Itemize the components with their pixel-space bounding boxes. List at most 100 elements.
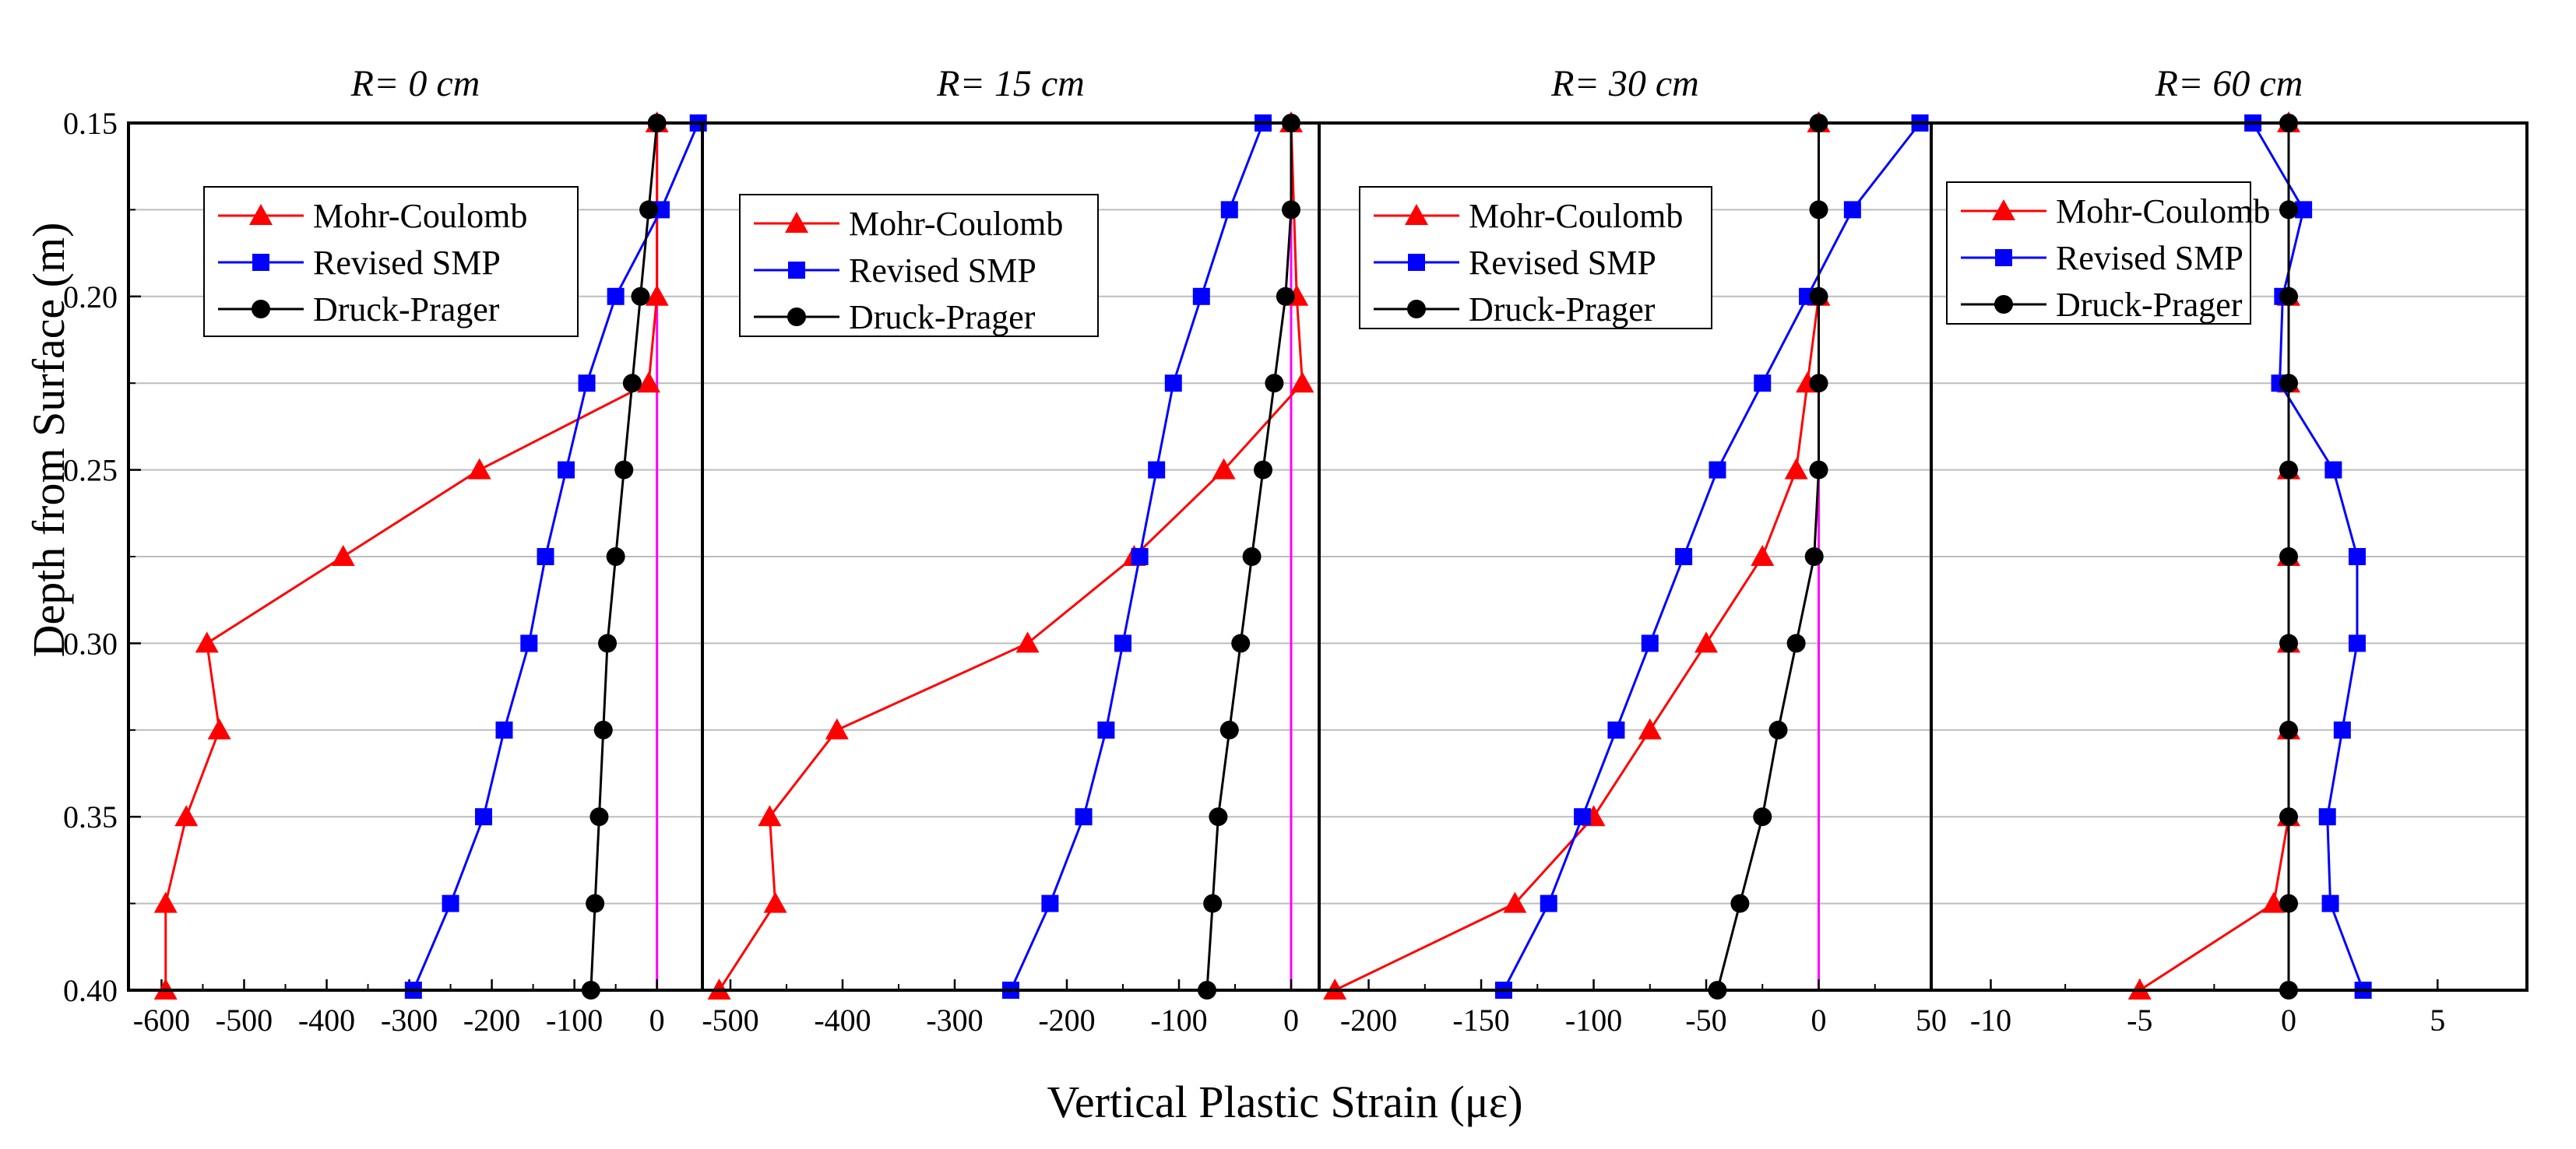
data-point-druck-prager (1203, 894, 1223, 913)
legend: Mohr-Coulomb Revised SMP Druck-Prager (203, 186, 579, 337)
legend-marker-druck-prager (1994, 295, 2013, 314)
data-point-revised smp (1675, 548, 1693, 565)
data-point-revised smp (1574, 808, 1592, 826)
legend-marker-druck-prager (1407, 300, 1426, 318)
x-tick-label: -200 (463, 1003, 520, 1038)
x-tick-label: -400 (814, 1003, 871, 1038)
legend-label: Revised SMP (849, 251, 1036, 290)
data-point-revised smp (1641, 634, 1659, 652)
data-point-druck-prager (2279, 200, 2298, 220)
legend-marker-mohr-coulomb (1992, 199, 2015, 220)
data-point-revised smp (1075, 808, 1093, 826)
panel-3: -10 -5 0 5 R= 60 cm Mohr-Coulomb Revised SMP Dr… (1930, 63, 2528, 1038)
panel-title: R= 0 cm (350, 63, 480, 104)
legend-label: Mohr-Coulomb (2056, 192, 2270, 230)
data-point-revised smp (558, 461, 575, 479)
legend-marker-revised smp (1995, 249, 2012, 266)
data-point-druck-prager (1231, 634, 1251, 653)
legend-marker-druck-prager (252, 300, 270, 318)
panel-1: -500 -400 -300 -200 -100 0 R= 15 cm Mohr-Coulom… (701, 63, 1321, 1038)
data-point-druck-prager (2279, 547, 2298, 566)
data-point-revised smp (2348, 548, 2366, 565)
data-point-revised smp (1843, 201, 1861, 219)
y-tick-label: 0.15 (63, 106, 118, 141)
y-tick-label: 0.30 (63, 626, 118, 661)
data-point-druck-prager (1209, 807, 1228, 827)
data-point-druck-prager (2279, 374, 2298, 393)
data-point-druck-prager (631, 286, 650, 306)
x-tick-label: 50 (1916, 1003, 1947, 1038)
data-point-druck-prager (1254, 460, 1272, 480)
y-tick-label: 0.20 (63, 279, 118, 314)
legend-label: Mohr-Coulomb (1469, 197, 1683, 235)
data-point-revised smp (1114, 634, 1131, 652)
data-point-revised smp (1192, 287, 1210, 305)
data-point-druck-prager (1265, 374, 1284, 393)
data-point-druck-prager (598, 634, 618, 653)
data-point-revised smp (578, 374, 596, 392)
data-point-druck-prager (593, 720, 613, 740)
data-point-druck-prager (1804, 547, 1824, 566)
data-point-revised smp (474, 808, 492, 826)
legend-marker-revised smp (252, 254, 269, 271)
data-point-revised smp (2295, 201, 2313, 219)
series-line-mohr-coulomb (164, 123, 659, 990)
legend-marker-mohr-coulomb (1405, 204, 1428, 225)
data-point-revised smp (442, 894, 459, 912)
legend-label: Mohr-Coulomb (313, 197, 527, 235)
legend-marker-mohr-coulomb (785, 212, 808, 233)
data-point-druck-prager (2279, 807, 2298, 827)
panel-title: R= 60 cm (2155, 63, 2303, 104)
data-point-revised smp (1164, 374, 1182, 392)
data-point-druck-prager (2279, 634, 2298, 653)
data-point-mohr-coulomb (207, 718, 231, 740)
data-point-mohr-coulomb (195, 631, 219, 653)
data-point-druck-prager (1219, 720, 1239, 740)
data-point-revised smp (1220, 201, 1238, 219)
data-point-revised smp (520, 634, 538, 652)
y-tick-label: 0.40 (63, 973, 118, 1008)
data-point-mohr-coulomb (1751, 545, 1775, 566)
legend-label: Druck-Prager (2056, 286, 2243, 324)
x-tick-label: -300 (381, 1003, 438, 1038)
data-point-druck-prager (2279, 460, 2298, 480)
data-point-druck-prager (589, 807, 609, 827)
legend-label: Revised SMP (2056, 239, 2243, 277)
data-point-revised smp (1540, 894, 1557, 912)
legend-label: Mohr-Coulomb (849, 205, 1063, 243)
data-point-revised smp (2321, 894, 2339, 912)
legend-marker-mohr-coulomb (249, 204, 273, 225)
legend: Mohr-Coulomb Revised SMP Druck-Prager (739, 194, 1099, 337)
data-point-mohr-coulomb (1290, 371, 1314, 393)
x-tick-label: -500 (702, 1003, 758, 1038)
x-tick-label: -10 (1970, 1003, 2011, 1038)
data-point-revised smp (607, 287, 625, 305)
y-tick-label: 0.35 (63, 799, 118, 835)
data-point-revised smp (1754, 374, 1772, 392)
data-point-druck-prager (2279, 894, 2298, 913)
data-point-druck-prager (639, 200, 659, 220)
data-point-mohr-coulomb (331, 545, 355, 566)
data-point-druck-prager (1730, 894, 1750, 913)
legend-label: Druck-Prager (313, 290, 500, 329)
data-point-druck-prager (1786, 634, 1806, 653)
x-tick-label: 0 (649, 1003, 665, 1038)
legend-marker-druck-prager (787, 307, 806, 326)
data-point-druck-prager (2279, 286, 2298, 306)
series-line-mohr-coulomb (718, 122, 1304, 991)
data-point-druck-prager (1242, 547, 1262, 566)
panel-title: R= 15 cm (936, 63, 1085, 104)
panel-title: R= 30 cm (1550, 63, 1699, 104)
data-point-revised smp (2324, 461, 2342, 479)
data-point-druck-prager (614, 460, 634, 480)
data-point-druck-prager (1809, 200, 1828, 220)
legend-label: Druck-Prager (849, 298, 1036, 336)
x-tick-label: 0 (2281, 1003, 2296, 1038)
legend-label: Druck-Prager (1469, 290, 1656, 329)
data-point-revised smp (1131, 548, 1149, 565)
data-point-druck-prager (606, 547, 625, 566)
panel-0: -600 -500 -400 -300 -200 -100 0 R= 0 cm Mohr-Cou… (127, 63, 707, 1038)
data-point-revised smp (1041, 894, 1059, 912)
data-point-revised smp (2348, 634, 2366, 652)
x-tick-label: -100 (1565, 1003, 1622, 1038)
